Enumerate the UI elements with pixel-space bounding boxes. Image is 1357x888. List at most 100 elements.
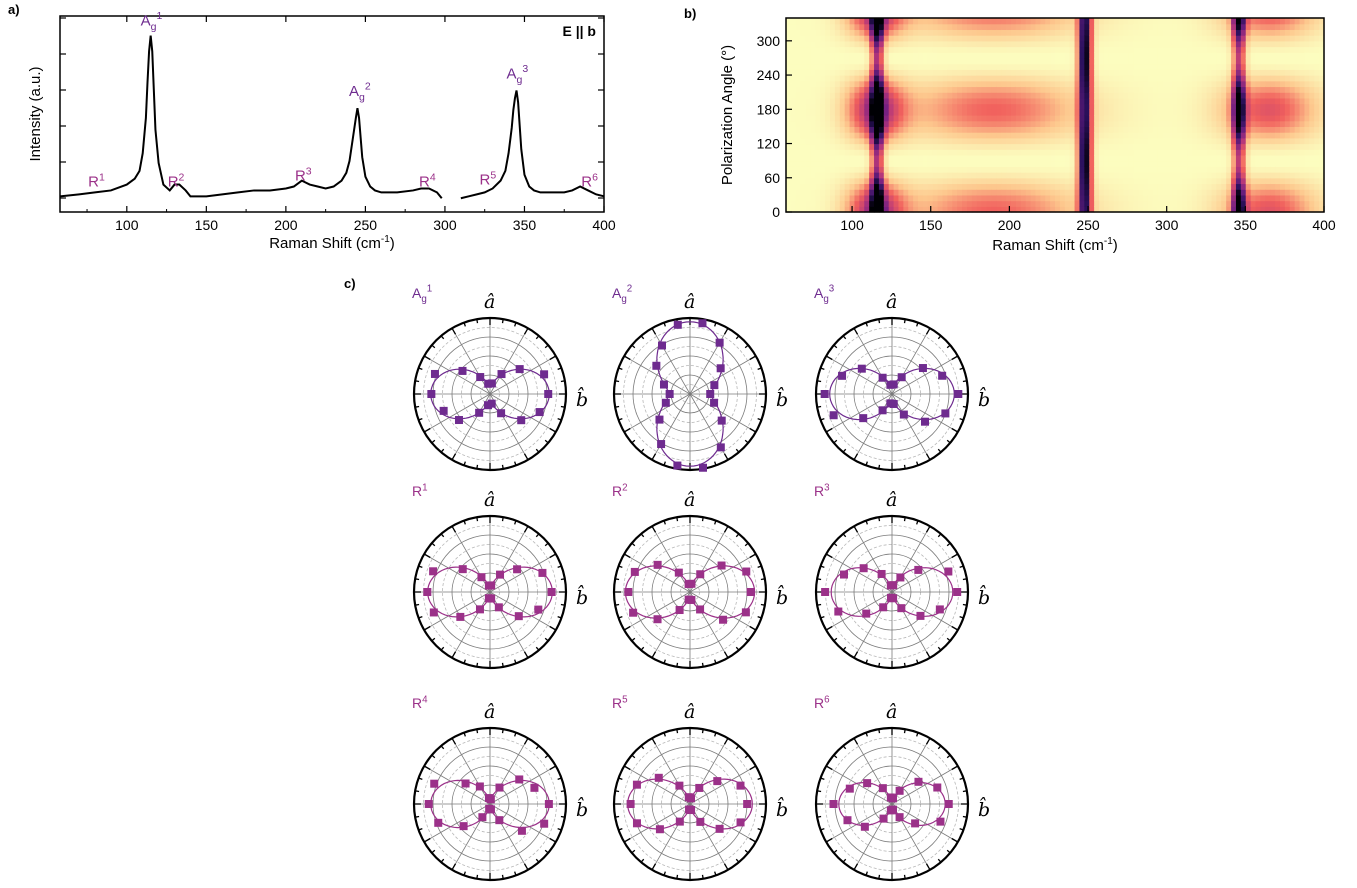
heatmap-cell <box>1064 40 1071 48</box>
heatmap-cell <box>927 143 934 150</box>
heatmap-cell <box>952 126 958 133</box>
heatmap-cell <box>1069 115 1076 122</box>
heatmap-cell <box>1069 92 1076 99</box>
heatmap-cell <box>1235 23 1242 31</box>
heatmap-cell <box>1001 137 1007 145</box>
heatmap-cell <box>825 172 831 179</box>
heatmap-cell <box>1138 75 1144 82</box>
heatmap-cell <box>1138 154 1144 162</box>
heatmap-cell <box>810 166 816 173</box>
heatmap-cell <box>966 149 973 156</box>
heatmap-cell <box>922 18 929 25</box>
heatmap-cell <box>849 115 856 122</box>
heatmap-cell <box>844 23 851 31</box>
heatmap-cell <box>1162 23 1169 31</box>
heatmap-cell <box>957 172 963 179</box>
heatmap-cell <box>1147 200 1154 207</box>
heatmap-cell <box>1118 80 1125 88</box>
heatmap-cell <box>1299 154 1306 162</box>
heatmap-cell <box>1059 29 1066 36</box>
heatmap-cell <box>869 109 875 116</box>
heatmap-cell <box>1187 35 1193 42</box>
heatmap-cell <box>1103 97 1110 105</box>
heatmap-cell <box>908 46 914 53</box>
heatmap-cell <box>976 183 983 190</box>
heatmap-cell <box>1284 109 1291 116</box>
heatmap-cell <box>1304 86 1310 93</box>
heatmap-cell <box>1216 149 1222 156</box>
heatmap-cell <box>952 92 958 99</box>
heatmap-cell <box>991 183 997 190</box>
heatmap-cell <box>962 177 968 185</box>
heatmap-cell <box>1006 115 1012 122</box>
heatmap-cell <box>947 194 953 202</box>
heatmap-cell <box>1147 103 1154 110</box>
heatmap-cell <box>1314 177 1320 185</box>
polar-tick <box>853 737 859 745</box>
heatmap-cell <box>1059 40 1066 48</box>
heatmap-cell <box>1235 103 1242 110</box>
heatmap-cell <box>1294 18 1301 25</box>
heatmap-cell <box>1099 194 1105 202</box>
heatmap-cell <box>1074 115 1081 122</box>
heatmap-cell <box>1294 166 1301 173</box>
heatmap-cell <box>1025 29 1032 36</box>
heatmap-cell <box>844 154 851 162</box>
heatmap-cell <box>1064 80 1071 88</box>
heatmap-cell <box>1123 126 1129 133</box>
heatmap-cell <box>1015 172 1022 179</box>
heatmap-cell <box>1196 143 1203 150</box>
heatmap-cell <box>1025 137 1032 145</box>
heatmap-cell <box>937 177 944 185</box>
heatmap-cell <box>1226 126 1232 133</box>
heatmap-cell <box>883 18 890 25</box>
heatmap-cell <box>1294 97 1301 105</box>
heatmap-cell <box>1226 183 1232 190</box>
heatmap-cell <box>1108 154 1115 162</box>
heatmap-cell <box>922 40 929 48</box>
polar-data-point <box>515 365 524 374</box>
heatmap-cell <box>864 35 870 42</box>
heatmap-cell <box>1010 137 1017 145</box>
heatmap-cell <box>795 172 802 179</box>
heatmap-cell <box>903 97 909 105</box>
heatmap-cell <box>947 166 953 173</box>
heatmap-cell <box>1074 103 1081 110</box>
polar-grid-spoke <box>689 803 757 843</box>
heatmap-cell <box>991 115 997 122</box>
heatmap-cell <box>1255 115 1262 122</box>
polar-data-point <box>675 817 684 826</box>
polar-data-point <box>684 793 693 802</box>
heatmap-cell <box>996 35 1002 42</box>
heatmap-cell <box>1177 183 1183 190</box>
heatmap-cell <box>986 103 993 110</box>
heatmap-cell <box>1025 35 1032 42</box>
polar-grid-spoke <box>423 355 491 395</box>
heatmap-cell <box>1304 69 1310 76</box>
heatmap-cell <box>903 23 909 31</box>
heatmap-cell <box>1191 40 1198 48</box>
heatmap-cell <box>1010 189 1017 196</box>
heatmap-cell <box>1118 35 1125 42</box>
heatmap-cell <box>854 69 860 76</box>
heatmap-cell <box>800 63 807 70</box>
polar-grid-spoke <box>825 803 893 843</box>
heatmap-cell <box>820 57 826 65</box>
heatmap-cell <box>913 194 919 202</box>
heatmap-cell <box>883 183 890 190</box>
heatmap-cell <box>839 92 846 99</box>
heatmap-cell <box>1099 126 1105 133</box>
heatmap-cell <box>1162 200 1169 207</box>
heatmap-cell <box>1103 103 1110 110</box>
polar-grid-spoke <box>891 355 959 395</box>
heatmap-cell <box>869 166 875 173</box>
heatmap-cell <box>898 172 904 179</box>
heatmap-cell <box>937 40 944 48</box>
heatmap-cell <box>1001 46 1007 53</box>
y-tick-label: 300 <box>757 33 781 49</box>
heatmap-cell <box>927 200 934 207</box>
heatmap-cell <box>1015 143 1022 150</box>
heatmap-cell <box>932 149 939 156</box>
heatmap-cell <box>805 63 812 70</box>
polar-data-point <box>899 410 908 419</box>
